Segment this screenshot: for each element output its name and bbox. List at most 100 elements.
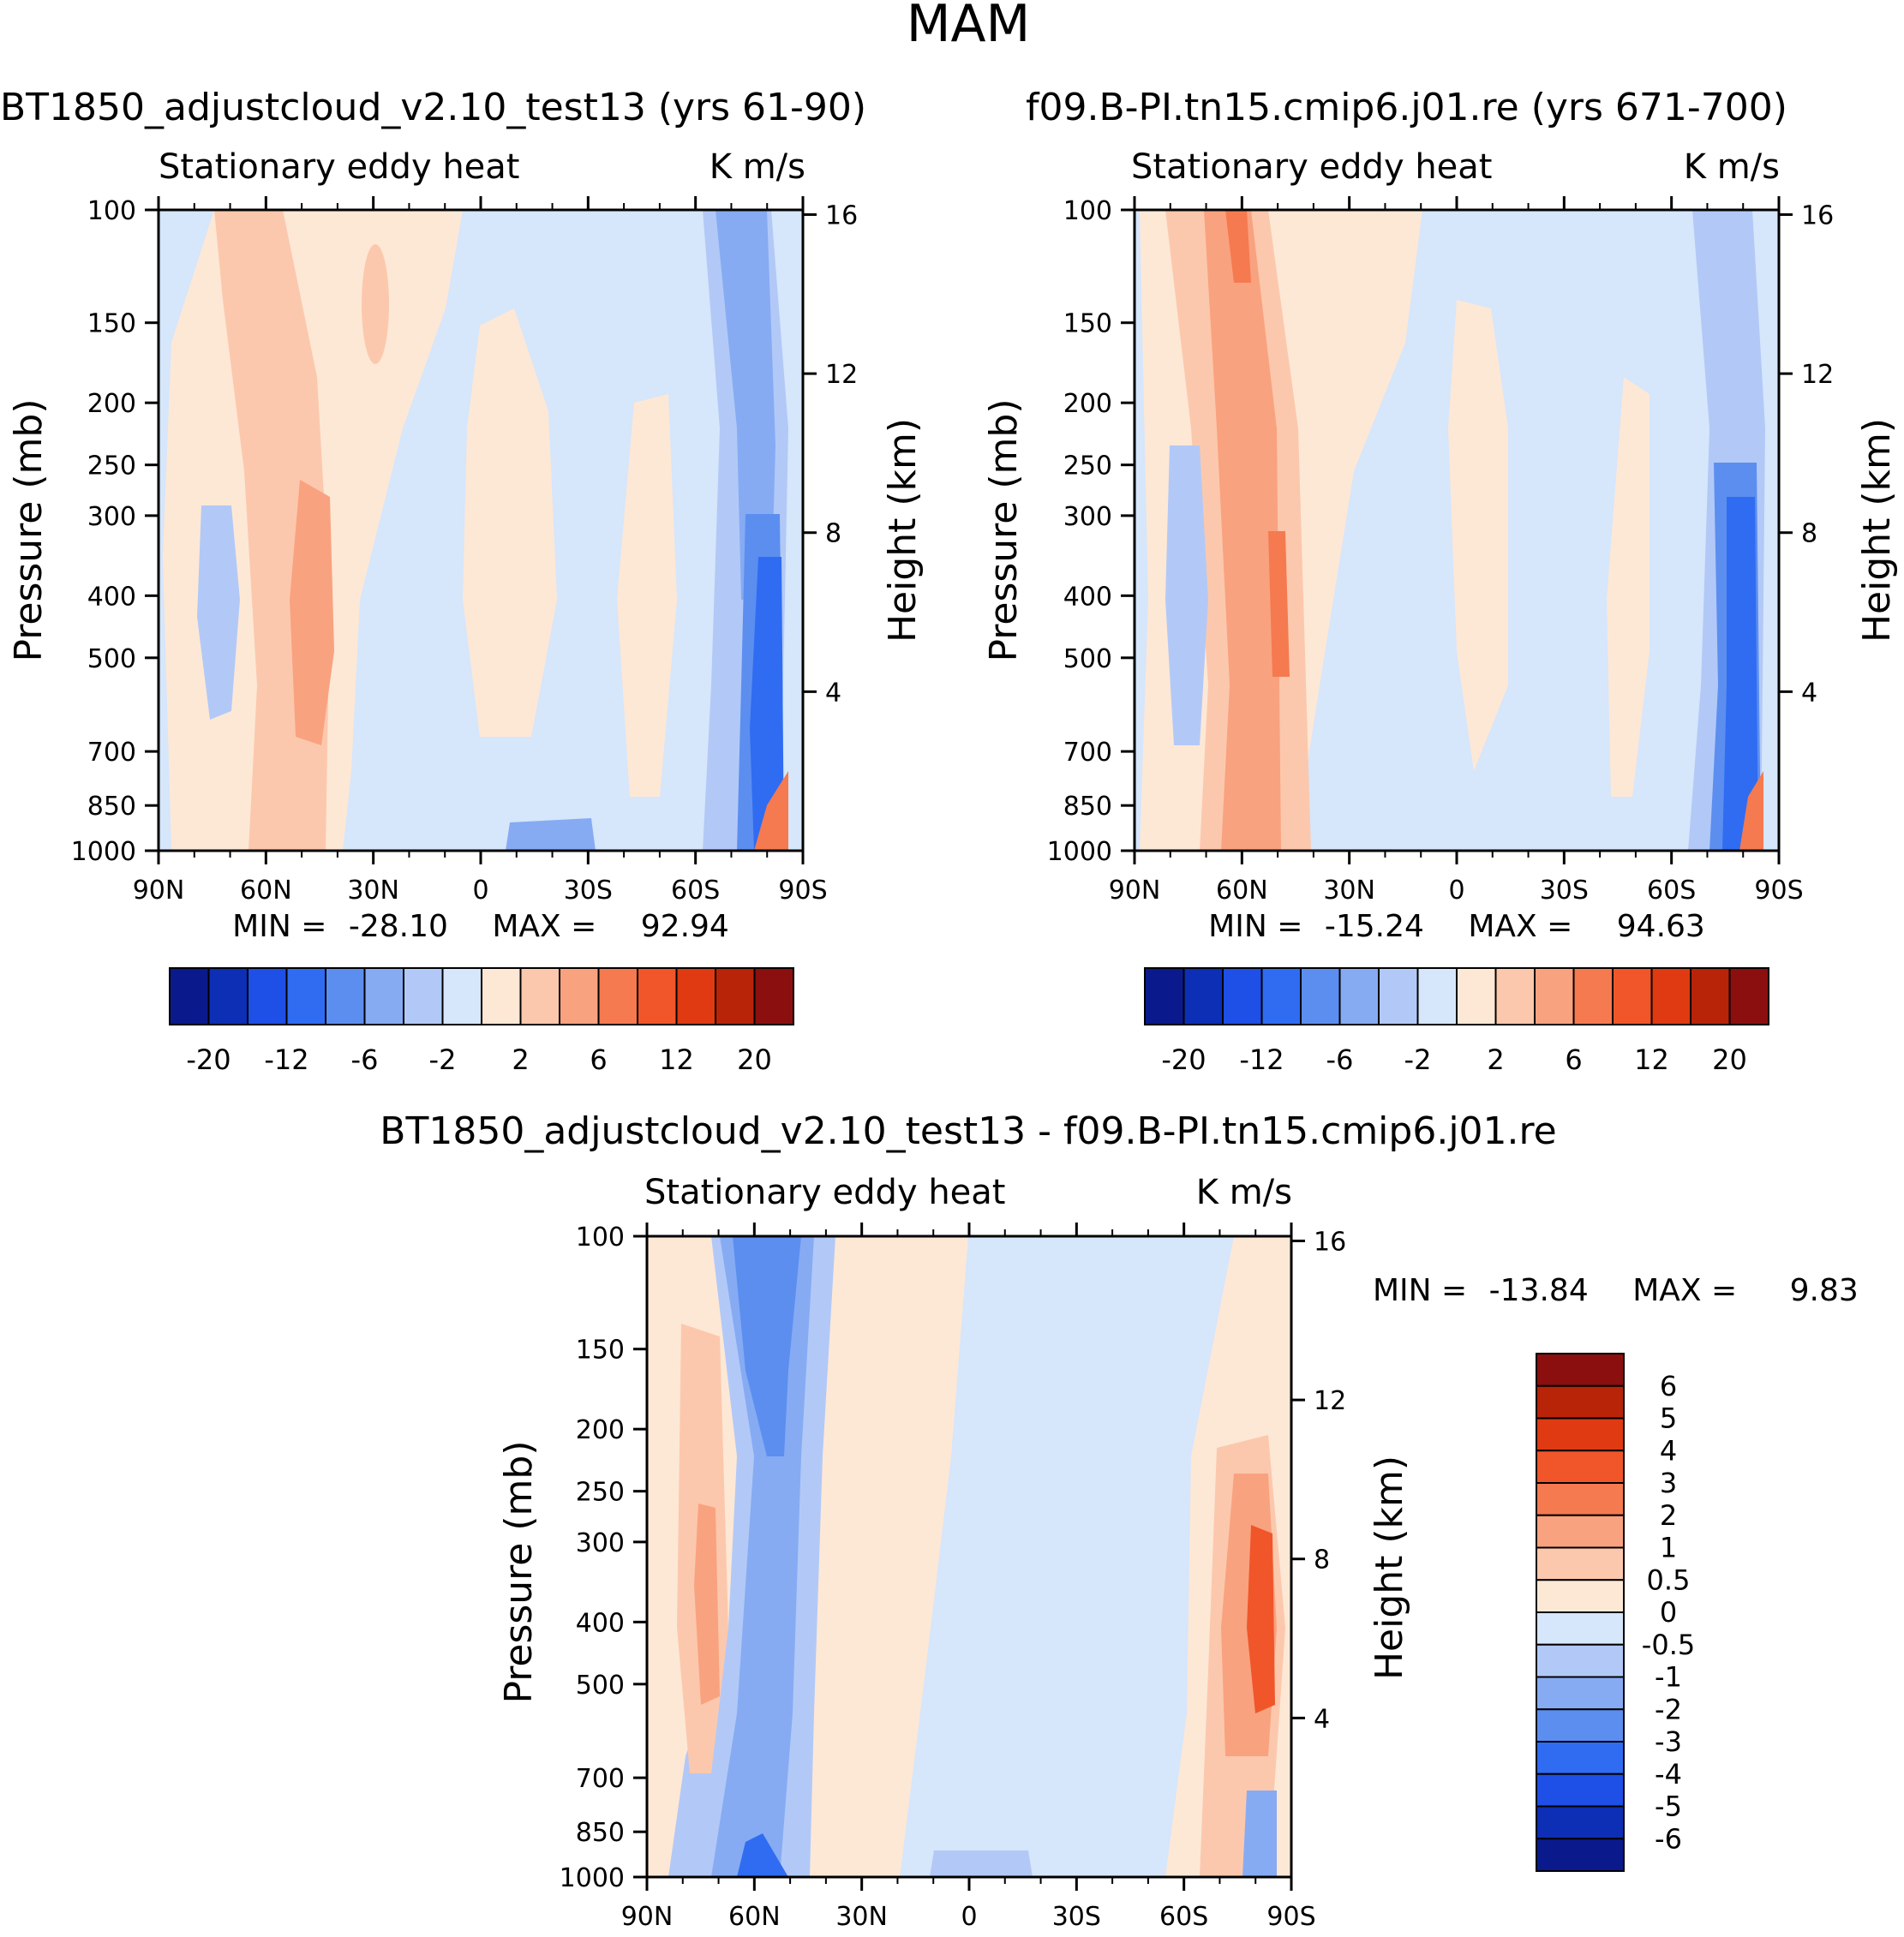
y-tick-label: 200 xyxy=(1063,389,1112,419)
contour-neg3-nh-diff xyxy=(733,1236,801,1456)
colorbar-swatch xyxy=(363,967,404,1025)
colorbar-label: -4 xyxy=(1655,1758,1682,1791)
colorbar-swatch xyxy=(1300,967,1341,1025)
y-tick-label: 500 xyxy=(576,1671,625,1701)
colorbar-swatch xyxy=(1536,1773,1625,1808)
x-tick-label: 60N xyxy=(240,876,292,906)
colorbar-swatch xyxy=(1612,967,1653,1025)
x-tick-label: 30S xyxy=(1540,876,1589,906)
panel-title-diff: Stationary eddy heat xyxy=(644,1173,1005,1212)
colorbar-label: -6 xyxy=(351,1043,379,1076)
height-tick-label: 4 xyxy=(825,678,841,708)
y-tick-label: 1000 xyxy=(1047,837,1112,867)
height-tick-label: 16 xyxy=(825,200,858,230)
contour-neg-sfc-sh-diff xyxy=(1242,1791,1277,1877)
ylabel-right-diff: Height (km) xyxy=(1368,1456,1411,1680)
colorbar-swatch xyxy=(325,967,366,1025)
colorbar-swatch xyxy=(753,967,794,1025)
contour-neg-nh-left xyxy=(197,505,240,720)
stats-min-left: -28.10 xyxy=(349,909,448,944)
panel-title-left: Stationary eddy heat xyxy=(159,147,519,187)
y-tick-label: 150 xyxy=(1063,309,1112,339)
contour-neg4-sh-left xyxy=(750,557,784,851)
contour-field-right xyxy=(1135,210,1779,851)
y-tick-label: 850 xyxy=(87,792,136,822)
colorbar-label: -6 xyxy=(1655,1822,1682,1855)
colorbar-swatch xyxy=(1536,1741,1625,1775)
y-tick-label: 700 xyxy=(1063,738,1112,768)
y-tick-label: 850 xyxy=(1063,792,1112,822)
contour-field-diff xyxy=(647,1236,1291,1877)
stats-min-diff: -13.84 xyxy=(1489,1273,1589,1308)
colorbar-label: 12 xyxy=(659,1043,694,1076)
colorbar-label: 4 xyxy=(1660,1434,1677,1467)
contour-neg-sfc-left xyxy=(506,818,596,851)
panel-diff: BT1850_adjustcloud_v2.10_test13 - f09.B-… xyxy=(380,1109,1858,1932)
y-tick-label: 700 xyxy=(576,1764,625,1794)
colorbar-label: 6 xyxy=(590,1043,607,1076)
contour-pos-eq-left xyxy=(463,308,557,737)
colorbar-label: -2 xyxy=(429,1043,457,1076)
contour-pos-max-left xyxy=(290,480,334,745)
stats-left: MIN = -28.10 MAX = 92.94 xyxy=(232,909,729,944)
colorbar-swatch xyxy=(1338,967,1380,1025)
case-title-right: f09.B-PI.tn15.cmip6.j01.re (yrs 671-700) xyxy=(1026,86,1787,129)
colorbar-swatch xyxy=(715,967,756,1025)
colorbar-swatch xyxy=(1650,967,1691,1025)
colorbar-swatch xyxy=(1690,967,1731,1025)
stats-max-diff: 9.83 xyxy=(1790,1273,1859,1308)
contour-pos-sh-right xyxy=(1607,377,1650,797)
colorbar-swatch xyxy=(1536,1514,1625,1549)
contour-pos-eq-right xyxy=(1448,300,1508,771)
height-tick-label: 8 xyxy=(1801,519,1817,549)
x-tick-label: 0 xyxy=(1448,876,1464,906)
colorbar-label: -12 xyxy=(1239,1043,1284,1076)
x-tick-label: 60S xyxy=(671,876,720,906)
contour-pos2-right xyxy=(1204,210,1281,851)
panel-units-diff: K m/s xyxy=(1196,1173,1292,1212)
xaxis-right: 90N 60N 30N 0 30S 60S 90S xyxy=(1109,196,1804,906)
colorbar-swatch xyxy=(1536,1643,1625,1678)
colorbar-label: -0.5 xyxy=(1642,1629,1695,1661)
colorbar-swatch xyxy=(1183,967,1224,1025)
y-tick-label: 400 xyxy=(1063,582,1112,612)
colorbar-label: -1 xyxy=(1655,1661,1682,1694)
contour-neg-sfc-diff xyxy=(930,1850,1033,1877)
panel-title-right: Stationary eddy heat xyxy=(1131,147,1492,187)
stats-max-label-right: MAX = xyxy=(1468,909,1572,944)
contour-neg2-sh-left xyxy=(715,210,775,600)
y-tick-label: 500 xyxy=(1063,644,1112,674)
colorbar-swatch xyxy=(559,967,600,1025)
colorbar-swatch xyxy=(1378,967,1419,1025)
colorbar-label: -5 xyxy=(1655,1791,1682,1823)
stats-max-label-diff: MAX = xyxy=(1632,1273,1737,1308)
y-tick-label: 400 xyxy=(87,582,136,612)
contour-neg-broad-diff xyxy=(900,1236,1234,1877)
height-tick-label: 4 xyxy=(1801,678,1817,708)
x-tick-label: 30N xyxy=(835,1902,888,1932)
contour-neg3-sh-right xyxy=(1722,497,1758,851)
colorbar-swatch xyxy=(1222,967,1263,1025)
contour-pos-small-left xyxy=(362,244,389,364)
panel-units-right: K m/s xyxy=(1684,147,1780,187)
contour-pos4-right xyxy=(1268,531,1290,677)
y-tick-label: 150 xyxy=(87,309,136,339)
height-tick-label: 8 xyxy=(1314,1545,1330,1575)
colorbar-label: -3 xyxy=(1655,1725,1682,1758)
height-tick-label: 12 xyxy=(1314,1386,1346,1416)
height-tick-label: 8 xyxy=(825,519,841,549)
contour-pos-sh-left xyxy=(617,394,677,797)
x-tick-label: 90N xyxy=(1109,876,1161,906)
contour-pos3-right xyxy=(1225,210,1251,283)
colorbar-label: 0 xyxy=(1660,1596,1677,1629)
stats-min-label-right: MIN = xyxy=(1208,909,1302,944)
x-tick-label: 30N xyxy=(347,876,399,906)
y-tick-label: 300 xyxy=(87,502,136,532)
colorbar-swatch xyxy=(1536,1805,1625,1840)
colorbar-swatch xyxy=(1728,967,1769,1025)
height-tick-label: 12 xyxy=(825,360,858,390)
x-tick-label: 90S xyxy=(1266,1902,1315,1932)
colorbar-swatch xyxy=(1536,1546,1625,1581)
y-tick-label: 200 xyxy=(87,389,136,419)
colorbar-label: -20 xyxy=(186,1043,231,1076)
